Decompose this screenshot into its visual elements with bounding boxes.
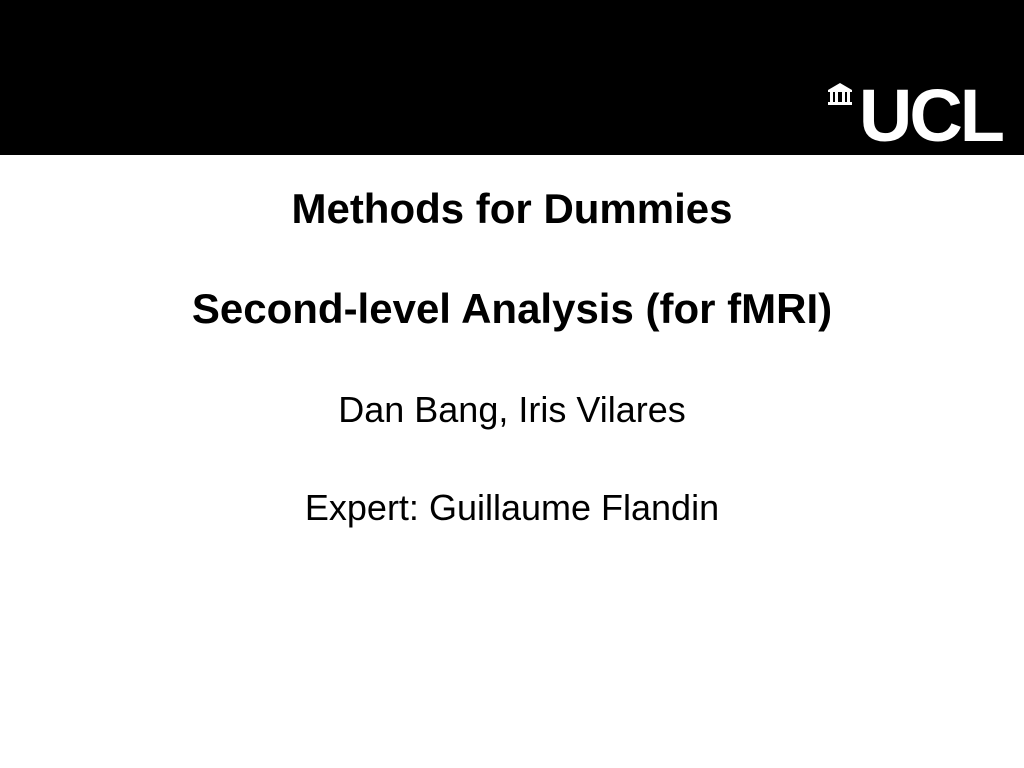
slide-content: Methods for Dummies Second-level Analysi… xyxy=(0,155,1024,529)
ucl-logo-text: UCL xyxy=(859,86,1002,147)
ucl-logo: UCL xyxy=(827,83,1002,147)
slide-title-line1: Methods for Dummies xyxy=(0,185,1024,233)
ucl-portico-icon xyxy=(827,83,853,105)
slide-authors: Dan Bang, Iris Vilares xyxy=(0,389,1024,431)
slide-expert: Expert: Guillaume Flandin xyxy=(0,487,1024,529)
header-bar: UCL xyxy=(0,0,1024,155)
slide-title-line2: Second-level Analysis (for fMRI) xyxy=(0,285,1024,333)
